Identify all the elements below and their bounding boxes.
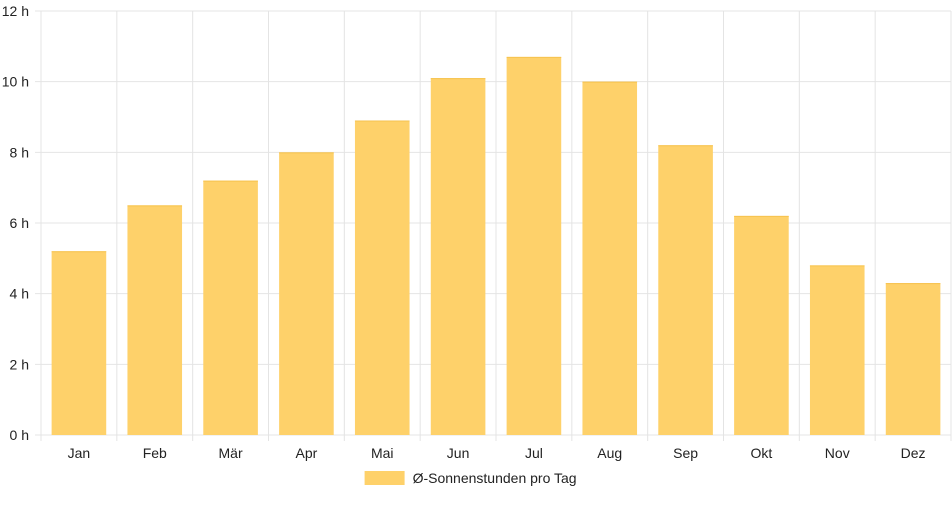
x-tick-label: Apr xyxy=(296,445,318,461)
y-tick-label: 2 h xyxy=(10,356,29,372)
bar-mär[interactable] xyxy=(203,180,258,435)
y-tick-label: 12 h xyxy=(2,3,29,19)
y-tick-label: 4 h xyxy=(10,286,29,302)
y-tick-label: 6 h xyxy=(10,215,29,231)
x-tick-label: Mär xyxy=(219,445,243,461)
bar-okt[interactable] xyxy=(734,215,789,435)
x-tick-label: Mai xyxy=(371,445,394,461)
x-tick-label: Feb xyxy=(143,445,167,461)
bar-nov[interactable] xyxy=(809,265,865,435)
x-tick-label: Nov xyxy=(825,445,850,461)
bar-apr[interactable] xyxy=(279,152,334,436)
y-tick-label: 8 h xyxy=(10,144,29,160)
bar-sep[interactable] xyxy=(658,145,713,435)
x-tick-label: Sep xyxy=(673,445,698,461)
grid-lines xyxy=(35,10,952,441)
bar-jun[interactable] xyxy=(430,78,486,435)
x-tick-label: Dez xyxy=(901,445,926,461)
x-tick-label: Aug xyxy=(597,445,622,461)
x-tick-label: Jul xyxy=(525,445,543,461)
bar-jul[interactable] xyxy=(506,56,562,435)
bar-mai[interactable] xyxy=(354,120,410,436)
bar-feb[interactable] xyxy=(127,205,183,435)
x-tick-label: Jan xyxy=(68,445,91,461)
bars xyxy=(51,56,941,436)
y-tick-label: 0 h xyxy=(10,427,29,443)
axes: 0 h 2 h 4 h 6 h 8 h 10 h 12 h Jan Feb Mär Apr Mai Ju… xyxy=(2,3,926,461)
legend-swatch[interactable] xyxy=(364,471,405,485)
bar-aug[interactable] xyxy=(582,81,638,436)
x-tick-label: Jun xyxy=(447,445,470,461)
bar-dez[interactable] xyxy=(885,283,941,435)
legend-label[interactable]: Ø-Sonnenstunden pro Tag xyxy=(413,470,577,486)
bar-jan[interactable] xyxy=(51,251,107,435)
y-tick-label: 10 h xyxy=(2,74,29,90)
x-tick-label: Okt xyxy=(751,445,773,461)
legend[interactable]: Ø-Sonnenstunden pro Tag xyxy=(364,470,577,486)
